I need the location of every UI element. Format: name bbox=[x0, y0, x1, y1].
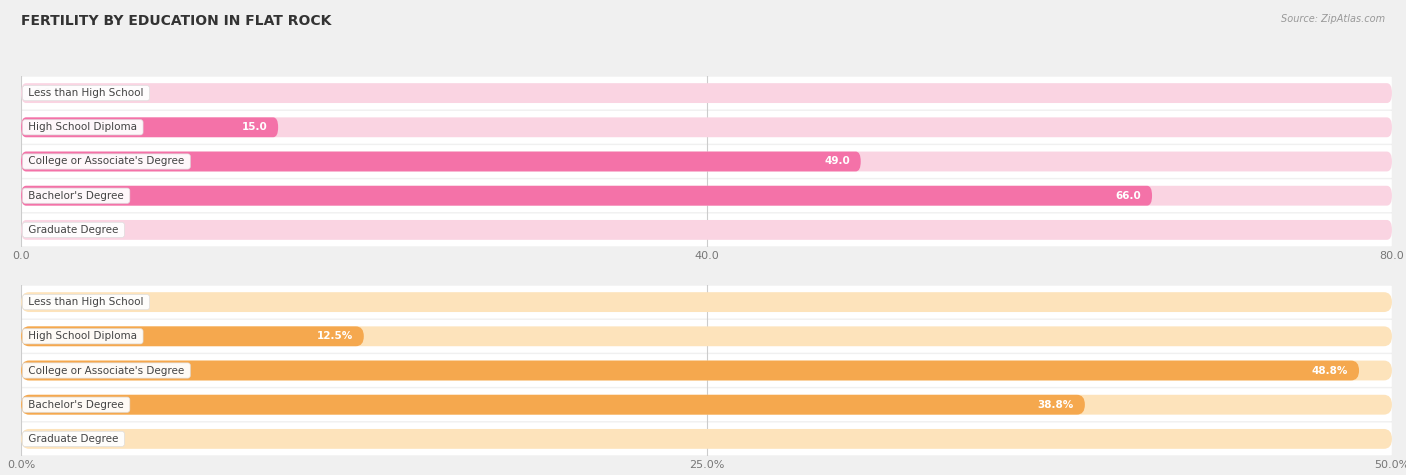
Text: 66.0: 66.0 bbox=[1115, 190, 1142, 201]
Text: 48.8%: 48.8% bbox=[1312, 365, 1348, 376]
Text: College or Associate's Degree: College or Associate's Degree bbox=[25, 365, 188, 376]
FancyBboxPatch shape bbox=[21, 117, 1392, 137]
FancyBboxPatch shape bbox=[21, 285, 1392, 319]
FancyBboxPatch shape bbox=[21, 117, 278, 137]
FancyBboxPatch shape bbox=[21, 145, 1392, 178]
Text: Less than High School: Less than High School bbox=[25, 297, 148, 307]
FancyBboxPatch shape bbox=[21, 422, 1392, 456]
Text: 49.0: 49.0 bbox=[824, 156, 849, 167]
FancyBboxPatch shape bbox=[21, 326, 364, 346]
Text: 0.0: 0.0 bbox=[35, 88, 51, 98]
FancyBboxPatch shape bbox=[21, 292, 1392, 312]
FancyBboxPatch shape bbox=[21, 326, 1392, 346]
FancyBboxPatch shape bbox=[21, 395, 1392, 415]
Text: 0.0: 0.0 bbox=[35, 225, 51, 235]
Text: Bachelor's Degree: Bachelor's Degree bbox=[25, 399, 127, 410]
FancyBboxPatch shape bbox=[21, 152, 1392, 171]
Text: College or Associate's Degree: College or Associate's Degree bbox=[25, 156, 188, 167]
Text: Source: ZipAtlas.com: Source: ZipAtlas.com bbox=[1281, 14, 1385, 24]
FancyBboxPatch shape bbox=[21, 179, 1392, 212]
FancyBboxPatch shape bbox=[21, 111, 1392, 144]
Text: 0.0%: 0.0% bbox=[35, 297, 60, 307]
FancyBboxPatch shape bbox=[21, 395, 1085, 415]
Text: Less than High School: Less than High School bbox=[25, 88, 148, 98]
FancyBboxPatch shape bbox=[21, 388, 1392, 421]
Text: High School Diploma: High School Diploma bbox=[25, 331, 141, 342]
FancyBboxPatch shape bbox=[21, 429, 1392, 449]
FancyBboxPatch shape bbox=[21, 83, 1392, 103]
FancyBboxPatch shape bbox=[21, 213, 1392, 247]
FancyBboxPatch shape bbox=[21, 186, 1392, 206]
FancyBboxPatch shape bbox=[21, 320, 1392, 353]
FancyBboxPatch shape bbox=[21, 354, 1392, 387]
Text: Graduate Degree: Graduate Degree bbox=[25, 225, 122, 235]
FancyBboxPatch shape bbox=[21, 361, 1360, 380]
Text: 15.0: 15.0 bbox=[242, 122, 267, 133]
Text: Graduate Degree: Graduate Degree bbox=[25, 434, 122, 444]
Text: 0.0%: 0.0% bbox=[35, 434, 60, 444]
Text: 12.5%: 12.5% bbox=[316, 331, 353, 342]
Text: Bachelor's Degree: Bachelor's Degree bbox=[25, 190, 127, 201]
FancyBboxPatch shape bbox=[21, 220, 1392, 240]
FancyBboxPatch shape bbox=[21, 186, 1152, 206]
Text: 38.8%: 38.8% bbox=[1038, 399, 1074, 410]
Text: FERTILITY BY EDUCATION IN FLAT ROCK: FERTILITY BY EDUCATION IN FLAT ROCK bbox=[21, 14, 332, 28]
FancyBboxPatch shape bbox=[21, 76, 1392, 110]
Text: High School Diploma: High School Diploma bbox=[25, 122, 141, 133]
FancyBboxPatch shape bbox=[21, 361, 1392, 380]
FancyBboxPatch shape bbox=[21, 152, 860, 171]
